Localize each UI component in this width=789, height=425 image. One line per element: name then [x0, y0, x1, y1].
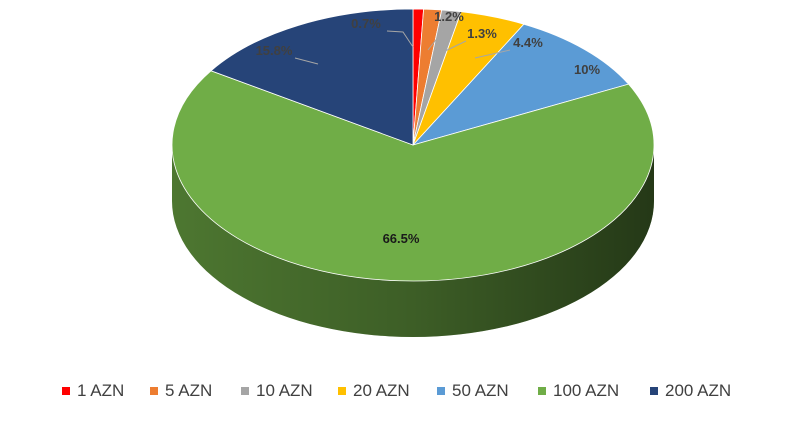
legend-label-200-azn: 200 AZN [665, 381, 731, 400]
data-label-5-azn: 1.2% [434, 9, 464, 24]
leader-lines [294, 26, 511, 65]
legend-swatch-50-azn [437, 387, 445, 395]
legend-label-50-azn: 50 AZN [452, 381, 509, 400]
data-label-10-azn: 1.3% [467, 26, 497, 41]
legend-label-100-azn: 100 AZN [553, 381, 619, 400]
data-label-200-azn: 15.8% [256, 43, 293, 58]
legend-swatch-1-azn [62, 387, 70, 395]
data-label-100-azn: 66.5% [383, 231, 420, 246]
legend-label-20-azn: 20 AZN [353, 381, 410, 400]
legend: 1 AZN 5 AZN 10 AZN 20 AZN 50 AZN 100 AZN 200 A… [62, 381, 731, 400]
pie-sides [172, 145, 654, 337]
pie-side-shade-100-azn [172, 145, 654, 337]
legend-swatch-200-azn [650, 387, 658, 395]
leader-line-20-azn [474, 49, 511, 59]
pie-slice-200-azn [210, 8, 414, 146]
legend-swatch-5-azn [150, 387, 158, 395]
pie-slices [171, 8, 655, 282]
legend-label-5-azn: 5 AZN [165, 381, 212, 400]
legend-swatch-20-azn [338, 387, 346, 395]
data-label-1-azn: 0.7% [351, 16, 381, 31]
pie-slice-50-azn [411, 23, 630, 146]
pie-slice-100-azn [171, 70, 655, 282]
legend-swatch-100-azn [538, 387, 546, 395]
legend-swatch-10-azn [241, 387, 249, 395]
legend-label-10-azn: 10 AZN [256, 381, 313, 400]
leader-line-200-azn [294, 57, 319, 65]
data-label-50-azn: 10% [574, 62, 600, 77]
data-labels: 0.7% 1.2%1.3% 4.4% 10% 66.5% 15.8% [256, 9, 601, 246]
leader-line-10-azn [440, 40, 467, 54]
leader-line-5-azn [427, 26, 447, 51]
data-label-20-azn: 4.4% [513, 35, 543, 50]
legend-label-1-azn: 1 AZN [77, 381, 124, 400]
leader-line-1-azn [386, 30, 414, 48]
